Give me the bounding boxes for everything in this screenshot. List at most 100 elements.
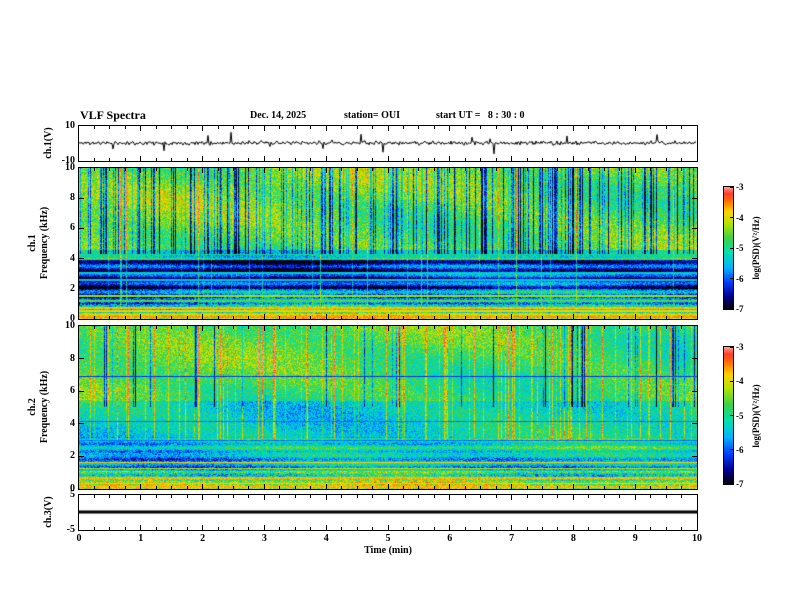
x-tick [480,527,482,530]
xaxis-title: Time (min) [364,545,412,556]
x-tick [634,126,636,131]
x-tick [495,126,497,129]
ch1-spectrogram-canvas [79,168,697,319]
x-tick [603,316,605,319]
colorbar-tick [730,380,733,382]
x-tick [202,314,204,319]
x-tick [526,158,528,161]
x-tick [464,158,466,161]
x-tick [124,486,126,489]
header-start-ut: start UT = 8 : 30 : 0 [436,110,525,121]
x-tick [480,158,482,161]
x-tick [124,326,126,329]
x-tick [572,156,574,161]
x-tick [248,126,250,129]
x-tick [186,495,188,498]
x-tick [294,168,296,171]
x-tick [402,486,404,489]
x-tick [557,126,559,129]
x-tick [402,495,404,498]
x-tick [480,316,482,319]
x-tick [449,484,451,489]
x-tick [263,495,265,500]
x-tick [511,326,513,331]
x-tick [233,527,234,530]
x-tick [619,326,621,329]
colorbar-ch1: -3 -4 -5 -6 -7 [723,182,744,314]
x-tick [202,525,204,530]
y-tick-label: 10 [65,120,75,131]
x-tick [557,326,559,329]
x-tick [356,326,358,329]
x-tick [650,168,652,171]
x-tick [526,486,528,489]
x-tick [542,326,543,329]
x-tick [650,316,652,319]
x-tick [665,126,667,129]
x-tick [325,326,327,331]
x-tick [464,316,466,319]
x-tick [449,126,451,131]
x-tick [341,168,343,171]
x-tick [171,126,173,129]
x-tick [634,495,636,500]
x-tick [263,525,265,530]
ch1-voltage-canvas [79,126,697,161]
x-tick [588,158,590,161]
x-tick [464,326,466,329]
y-tick-label: 10 [65,162,75,173]
x-tick [665,326,667,329]
x-tick [202,156,204,161]
x-tick [433,126,435,129]
x-tick [310,168,312,171]
y-tick [79,455,84,457]
panel-ch1-voltage: 10 -10 [62,120,698,166]
x-tick [603,495,605,498]
x-tick [511,495,513,500]
y-tick [79,288,84,290]
x-tick [665,316,667,319]
x-tick [588,126,590,129]
x-tick [248,168,250,171]
x-tick [572,525,574,530]
x-tick [387,495,389,500]
colorbar-tick [730,483,733,484]
x-tick [495,326,497,329]
x-tick [171,527,173,530]
x-tick [263,126,265,131]
x-tick [140,484,142,489]
x-tick [464,527,466,530]
colorbar-tick [730,347,733,348]
colorbar-tick [730,217,733,218]
x-tick [681,168,683,171]
x-tick [402,126,404,129]
x-tick [155,527,157,530]
x-tick [310,326,312,329]
x-tick [325,525,327,530]
x-tick [480,126,482,129]
colorbar-tick-label: -7 [736,304,744,314]
x-tick [140,168,142,173]
x-tick [248,486,250,489]
y-tick [692,423,697,425]
x-tick [387,525,389,530]
x-tick [634,314,636,319]
x-tick [603,486,605,489]
x-tick [202,484,204,489]
x-tick [294,486,296,489]
x-tick [248,527,250,530]
panel-ch1-spectrogram: 10 8 6 4 2 0 [65,162,698,324]
x-tick [402,158,404,161]
y-tick-label: 2 [70,282,75,294]
colorbar-ch2: -3 -4 -5 -6 -7 [723,342,744,489]
y-tick [79,197,84,199]
x-tick [603,527,605,530]
x-tick [341,158,343,161]
y-tick [692,358,697,360]
y-tick-label: 5 [70,489,75,500]
x-tick [418,316,420,319]
x-tick [526,168,528,171]
x-tick [233,126,234,129]
x-tick [310,316,312,319]
